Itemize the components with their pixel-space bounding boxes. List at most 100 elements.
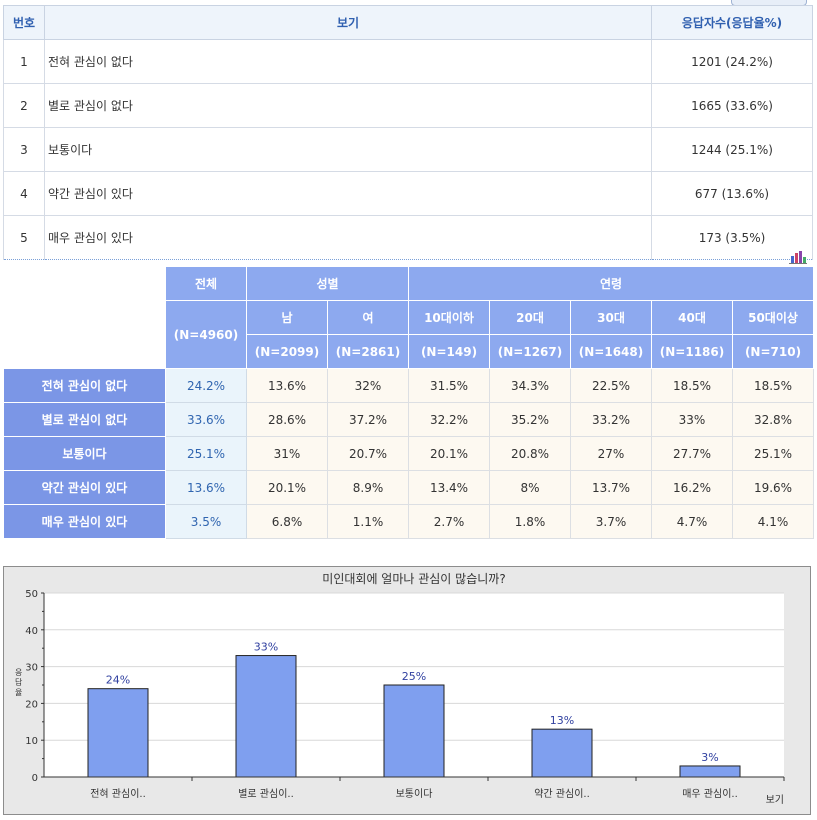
row-header: 별로 관심이 없다 — [3, 402, 166, 437]
sub-header-n: (N=2099) — [246, 334, 328, 369]
table-row: 전혀 관심이 없다 24.2% 13.6% 32% 31.5% 34.3% 22… — [3, 368, 815, 403]
bar — [531, 728, 593, 778]
data-cell: 19.6% — [731, 470, 815, 505]
data-cell: 32.2% — [408, 402, 490, 437]
data-cell: 32.8% — [731, 402, 815, 437]
x-tick-label: 보통이다 — [396, 788, 433, 800]
total-cell: 24.2% — [165, 368, 247, 403]
row-number: 3 — [3, 127, 45, 172]
row-count: 173 (3.5%) — [651, 215, 813, 260]
data-cell: 13.6% — [246, 368, 328, 403]
data-cell: 22.5% — [570, 368, 652, 403]
data-cell: 13.4% — [408, 470, 490, 505]
row-number: 2 — [3, 83, 45, 128]
data-cell: 1.1% — [327, 504, 409, 539]
y-tick-label: 0 — [32, 773, 38, 784]
x-tick-label: 매우 관심이.. — [682, 788, 738, 800]
x-tick-label: 약간 관심이.. — [534, 788, 590, 800]
y-tick-label: 30 — [25, 663, 38, 674]
bar — [87, 688, 149, 778]
age-header: 연령 — [407, 266, 815, 301]
total-n: (N=4960) — [165, 300, 247, 369]
table-row: 1 전혀 관심이 없다 1201 (24.2%) — [3, 39, 813, 84]
sub-header-age: 10대이하 — [408, 300, 490, 335]
row-count: 1201 (24.2%) — [651, 39, 813, 84]
row-count: 677 (13.6%) — [651, 171, 813, 216]
row-number: 1 — [3, 39, 45, 84]
data-cell: 20.8% — [489, 436, 571, 471]
total-cell: 3.5% — [165, 504, 247, 539]
data-cell: 33% — [651, 402, 733, 437]
data-cell: 31.5% — [408, 368, 490, 403]
row-header: 보통이다 — [3, 436, 166, 471]
response-table-header: 번호 보기 응답자수(응답율%) — [3, 5, 813, 40]
y-tick-label: 20 — [25, 699, 38, 710]
y-tick-label: 50 — [25, 589, 38, 600]
table-row: 보통이다 25.1% 31% 20.7% 20.1% 20.8% 27% 27.… — [3, 436, 815, 471]
cross-table: 전체 성별 연령 (N=4960) 남 여 10대이하 20대 30대 40대 … — [3, 266, 815, 539]
x-axis-label: 보기 — [766, 794, 784, 806]
data-cell: 1.8% — [489, 504, 571, 539]
table-row: 3 보통이다 1244 (25.1%) — [3, 127, 813, 172]
data-cell: 8% — [489, 470, 571, 505]
data-cell: 16.2% — [651, 470, 733, 505]
header-no: 번호 — [3, 5, 45, 40]
sub-header-male: 남 — [246, 300, 328, 335]
y-axis-label-char: 응 — [15, 668, 22, 677]
bar-chart-icon[interactable] — [789, 250, 807, 264]
sub-header-n: (N=1648) — [570, 334, 652, 369]
data-cell: 20.1% — [408, 436, 490, 471]
sub-header-n: (N=149) — [408, 334, 490, 369]
sub-header-n: (N=2861) — [327, 334, 409, 369]
data-label: 25% — [402, 670, 426, 683]
total-cell: 25.1% — [165, 436, 247, 471]
data-cell: 32% — [327, 368, 409, 403]
sub-header-age: 30대 — [570, 300, 652, 335]
table-row: 별로 관심이 없다 33.6% 28.6% 37.2% 32.2% 35.2% … — [3, 402, 815, 437]
table-row: 2 별로 관심이 없다 1665 (33.6%) — [3, 83, 813, 128]
row-option: 매우 관심이 있다 — [44, 215, 652, 260]
data-cell: 20.7% — [327, 436, 409, 471]
data-cell: 34.3% — [489, 368, 571, 403]
response-table: 번호 보기 응답자수(응답율%) 1 전혀 관심이 없다 1201 (24.2%… — [3, 5, 813, 260]
sub-header-age: 20대 — [489, 300, 571, 335]
bar — [679, 765, 741, 778]
data-cell: 6.8% — [246, 504, 328, 539]
sub-header-n: (N=1186) — [651, 334, 733, 369]
data-cell: 13.7% — [570, 470, 652, 505]
row-option: 별로 관심이 없다 — [44, 83, 652, 128]
row-option: 약간 관심이 있다 — [44, 171, 652, 216]
data-cell: 8.9% — [327, 470, 409, 505]
corner-cell — [3, 266, 166, 369]
row-count: 1665 (33.6%) — [651, 83, 813, 128]
data-label: 3% — [701, 751, 718, 764]
row-header: 전혀 관심이 없다 — [3, 368, 166, 403]
row-option: 보통이다 — [44, 127, 652, 172]
table-row: 매우 관심이 있다 3.5% 6.8% 1.1% 2.7% 1.8% 3.7% … — [3, 504, 815, 539]
data-cell: 4.1% — [731, 504, 815, 539]
y-tick-label: 40 — [25, 626, 38, 637]
row-number: 4 — [3, 171, 45, 216]
data-label: 24% — [106, 674, 130, 687]
data-label: 33% — [254, 641, 278, 654]
axes: 0 10 20 30 40 50 전혀 관심이.. 별로 관심이.. 보통이다 약간 관심이.. 매… — [25, 589, 785, 800]
y-axis-label-char: 율 — [15, 688, 22, 697]
table-row: 약간 관심이 있다 13.6% 20.1% 8.9% 13.4% 8% 13.7… — [3, 470, 815, 505]
table-row: 5 매우 관심이 있다 173 (3.5%) — [3, 215, 813, 260]
data-cell: 28.6% — [246, 402, 328, 437]
bar — [383, 684, 445, 778]
sub-header-n: (N=1267) — [489, 334, 571, 369]
header-option: 보기 — [44, 5, 652, 40]
y-tick-label: 10 — [25, 736, 38, 747]
bars: 24% 33% 25% 13% 3% — [87, 641, 741, 778]
data-cell: 18.5% — [731, 368, 815, 403]
total-cell: 33.6% — [165, 402, 247, 437]
data-cell: 20.1% — [246, 470, 328, 505]
data-cell: 25.1% — [731, 436, 815, 471]
data-cell: 37.2% — [327, 402, 409, 437]
x-tick-label: 전혀 관심이.. — [90, 788, 146, 800]
gender-header: 성별 — [246, 266, 409, 301]
row-header: 매우 관심이 있다 — [3, 504, 166, 539]
y-axis-label-char: 답 — [15, 677, 23, 687]
